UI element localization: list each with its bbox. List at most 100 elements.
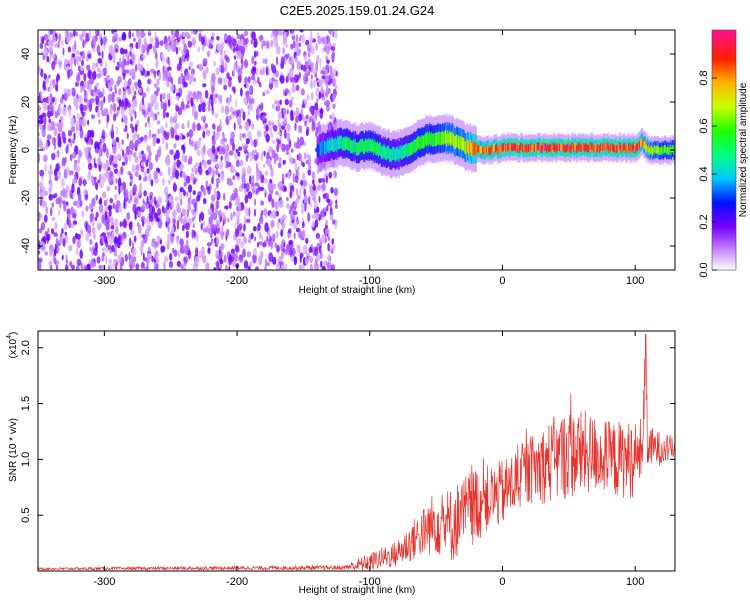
spectrogram-noise-cell xyxy=(268,121,272,126)
spectrogram-ridge-slice xyxy=(640,139,642,148)
spectrogram-ridge-slice xyxy=(602,142,605,150)
spectrogram-ridge-slice xyxy=(655,146,658,154)
spectrogram-noise-cell xyxy=(252,247,257,256)
spectrogram-noise-cell xyxy=(215,169,219,176)
spectrogram-noise-cell xyxy=(150,37,154,44)
spectrogram-ridge-slice xyxy=(572,142,574,150)
spectrogram-noise-cell xyxy=(276,244,280,253)
spectrogram-noise-cell xyxy=(253,50,257,58)
spectrogram-ridge-slice xyxy=(337,136,339,149)
spectrogram-noise-cell xyxy=(202,160,208,169)
spectrogram-noise-cell xyxy=(280,56,285,66)
spectrogram-ytick-label: 0 xyxy=(20,147,32,153)
spectrogram-ridge-slice xyxy=(324,141,326,155)
spectrogram-noise-cell xyxy=(313,212,317,218)
spectrogram-noise-cell xyxy=(321,79,325,84)
spectrogram-noise-cell xyxy=(273,72,277,77)
spectrogram-ridge-slice xyxy=(417,136,419,150)
spectrogram-ridge-slice xyxy=(591,142,594,150)
spectrogram-noise-cell xyxy=(83,178,86,187)
spectrogram-noise-cell xyxy=(281,222,286,230)
spectrogram-noise-cell xyxy=(159,93,163,102)
spectrogram-noise-cell xyxy=(111,138,117,146)
spectrogram-noise-cell xyxy=(330,187,334,194)
spectrogram-noise-cell xyxy=(189,91,193,97)
spectrogram-noise-cell xyxy=(196,94,199,103)
spectrogram-noise-cell xyxy=(284,88,289,95)
spectrogram-noise-cell xyxy=(159,40,164,46)
spectrogram-ridge-slice xyxy=(648,144,650,153)
spectrogram-noise-cell xyxy=(183,256,189,264)
spectrogram-noise-cell xyxy=(228,265,231,270)
spectrogram-noise-cell xyxy=(85,205,89,212)
spectrogram-noise-cell xyxy=(108,237,114,245)
spectrogram-ridge-slice xyxy=(449,132,451,145)
spectrogram-noise-cell xyxy=(304,98,307,108)
spectrogram-noise-cell xyxy=(232,211,236,217)
spectrogram-ridge-slice xyxy=(618,142,621,151)
spectrogram-noise-cell xyxy=(270,63,274,71)
spectrogram-noise-cell xyxy=(152,135,157,145)
spectrogram-noise-cell xyxy=(118,57,122,65)
spectrogram-ridge-slice xyxy=(671,144,673,153)
spectrogram-noise-cell xyxy=(151,255,154,263)
spectrogram-ridge-slice xyxy=(542,143,544,151)
spectrogram-noise-cell xyxy=(158,72,162,81)
spectrogram-noise-cell xyxy=(317,35,322,45)
spectrogram-noise-cell xyxy=(61,39,64,47)
spectrogram-noise-cell xyxy=(202,83,207,88)
spectrogram-noise-cell xyxy=(117,177,122,188)
spectrogram-noise-cell xyxy=(181,144,185,151)
spectrogram-noise-cell xyxy=(159,239,162,245)
spectrogram-noise-cell xyxy=(182,135,186,140)
spectrogram-noise-cell xyxy=(262,66,265,76)
spectrogram-noise-cell xyxy=(44,164,48,172)
spectrogram-noise-cell xyxy=(102,35,107,46)
spectrogram-noise-cell xyxy=(318,78,323,87)
snr-xlabel: Height of straight line (km) xyxy=(299,585,416,596)
spectrogram-noise-cell xyxy=(267,182,272,191)
spectrogram-noise-cell xyxy=(165,156,170,166)
spectrogram-noise-cell xyxy=(284,186,287,192)
spectrogram-ridge-slice xyxy=(656,146,659,154)
spectrogram-noise-cell xyxy=(116,126,118,136)
spectrogram-noise-cell xyxy=(143,234,148,244)
spectrogram-noise-cell xyxy=(51,35,57,43)
spectrogram-noise-cell xyxy=(137,221,140,227)
spectrogram-noise-cell xyxy=(39,169,45,177)
spectrogram-noise-cell xyxy=(140,240,144,248)
spectrogram-noise-cell xyxy=(53,248,57,256)
spectrogram-noise-cell xyxy=(109,263,114,270)
spectrogram-noise-cell xyxy=(61,254,64,261)
spectrogram-noise-cell xyxy=(307,58,312,66)
spectrogram-noise-cell xyxy=(250,75,256,81)
spectrogram-noise-cell xyxy=(67,129,73,137)
spectrogram-noise-cell xyxy=(216,219,221,229)
spectrogram-noise-cell xyxy=(281,173,285,182)
spectrogram-noise-cell xyxy=(204,123,208,128)
spectrogram-noise-cell xyxy=(126,61,130,66)
spectrogram-noise-cell xyxy=(136,163,140,171)
spectrogram-ridge-slice xyxy=(623,143,625,151)
spectrogram-noise-cell xyxy=(79,249,83,260)
spectrogram-noise-cell xyxy=(311,108,315,116)
spectrogram-noise-cell xyxy=(299,34,302,40)
spectrogram-noise-cell xyxy=(233,252,238,262)
spectrogram-ridge-slice xyxy=(523,144,526,152)
spectrogram-noise-cell xyxy=(202,144,206,154)
spectrogram-noise-cell xyxy=(196,90,200,96)
spectrogram-ridge-slice xyxy=(321,141,323,155)
spectrogram-noise-cell xyxy=(185,230,189,239)
spectrogram-noise-cell xyxy=(207,227,211,235)
spectrogram-noise-cell xyxy=(327,254,331,262)
spectrogram-noise-cell xyxy=(219,259,224,265)
spectrogram-noise-cell xyxy=(331,52,335,60)
spectrogram-noise-cell xyxy=(320,234,326,244)
spectrogram-noise-cell xyxy=(119,221,123,228)
spectrogram-noise-cell xyxy=(272,64,276,71)
spectrogram-noise-cell xyxy=(128,189,134,198)
spectrogram-ridge-slice xyxy=(577,142,580,150)
spectrogram-noise-cell xyxy=(157,208,162,216)
spectrogram-noise-cell xyxy=(265,133,270,143)
spectrogram-noise-cell xyxy=(324,76,328,86)
